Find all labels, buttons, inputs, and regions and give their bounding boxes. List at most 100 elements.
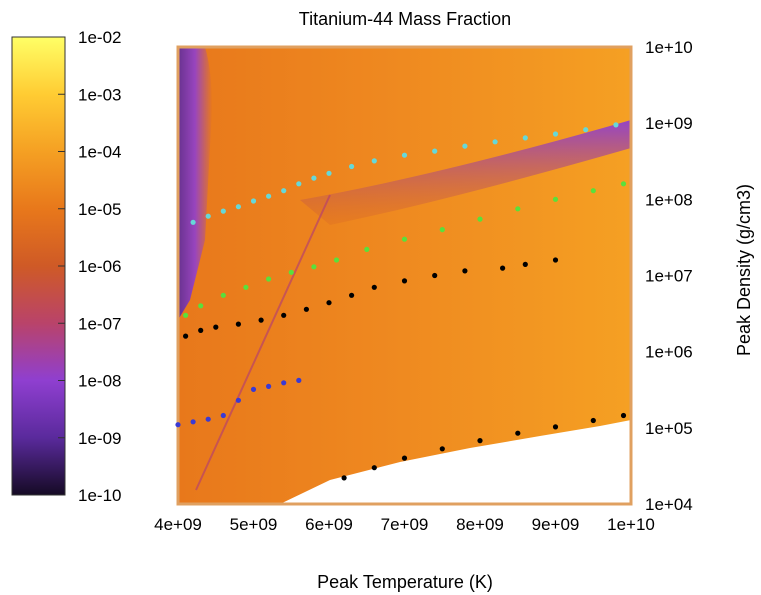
overlay-point xyxy=(303,306,309,312)
diagonal-ridge xyxy=(195,194,331,491)
x-tick-label: 1e+10 xyxy=(607,515,655,534)
colorbar-tick-label: 1e-08 xyxy=(78,372,121,391)
overlay-point xyxy=(515,206,521,212)
overlay-point xyxy=(439,227,445,233)
x-tick-label: 5e+09 xyxy=(230,515,278,534)
overlay-point xyxy=(620,412,627,419)
overlay-point xyxy=(288,269,294,275)
overlay-point xyxy=(266,383,272,389)
overlay-point xyxy=(583,127,589,133)
overlay-point xyxy=(371,158,377,164)
colorbar-tick-label: 1e-03 xyxy=(78,85,121,104)
overlay-point xyxy=(296,377,302,383)
colorbar: 1e-02 1e-03 1e-04 1e-05 1e-06 1e-07 1e-08 1e-09… xyxy=(11,28,121,505)
overlay-point xyxy=(220,208,226,214)
colorbar-tick-label: 1e-06 xyxy=(78,257,121,276)
chart-title: Titanium-44 Mass Fraction xyxy=(299,9,511,29)
overlay-point xyxy=(462,268,468,274)
overlay-point xyxy=(183,333,189,339)
overlay-point xyxy=(243,284,249,290)
x-tick-label: 4e+09 xyxy=(154,515,202,534)
x-tick-label: 6e+09 xyxy=(305,515,353,534)
colorbar-ticks: 1e-02 1e-03 1e-04 1e-05 1e-06 1e-07 1e-08 1e-09… xyxy=(58,28,121,505)
overlay-point xyxy=(401,152,408,158)
overlay-point xyxy=(258,317,264,323)
overlay-point xyxy=(401,278,408,284)
overlay-points xyxy=(175,122,627,481)
overlay-point xyxy=(462,143,468,149)
x-tick-label: 9e+09 xyxy=(532,515,580,534)
y-tick-label: 1e+10 xyxy=(645,38,693,57)
overlay-point xyxy=(235,397,241,403)
overlay-point xyxy=(349,163,355,170)
overlay-point xyxy=(198,303,204,309)
colorbar-tick-label: 1e-05 xyxy=(78,200,121,219)
overlay-point xyxy=(266,193,272,199)
colorbar-tick-label: 1e-10 xyxy=(78,486,121,505)
plot-frame xyxy=(176,45,633,506)
low-abundance-band-diagonal xyxy=(300,120,631,225)
overlay-point xyxy=(281,312,287,318)
y-axis-ticks: 1e+04 1e+05 1e+06 1e+07 1e+08 1e+09 1e+10 xyxy=(645,38,693,514)
overlay-point xyxy=(522,135,528,141)
overlay-point xyxy=(220,292,226,298)
overlay-point xyxy=(515,430,521,436)
overlay-point xyxy=(190,419,196,425)
overlay-point xyxy=(190,219,196,225)
overlay-point xyxy=(296,181,302,187)
overlay-point xyxy=(235,321,241,327)
y-axis-label: Peak Density (g/cm3) xyxy=(734,184,754,356)
overlay-point xyxy=(250,386,257,392)
overlay-point xyxy=(183,312,189,318)
overlay-point xyxy=(552,257,559,263)
overlay-point xyxy=(477,438,483,444)
overlay-point xyxy=(477,216,483,222)
overlay-point xyxy=(432,148,438,154)
overlay-point xyxy=(311,264,317,270)
overlay-point xyxy=(500,265,506,271)
colorbar-tick-label: 1e-04 xyxy=(78,143,121,162)
overlay-point xyxy=(349,292,355,298)
overlay-point xyxy=(439,446,445,452)
overlay-point xyxy=(281,188,287,194)
overlay-point xyxy=(620,181,627,187)
overlay-point xyxy=(326,170,332,176)
overlay-point xyxy=(401,236,408,242)
overlay-point xyxy=(552,424,559,430)
x-tick-label: 7e+09 xyxy=(381,515,429,534)
overlay-point xyxy=(432,272,438,279)
overlay-point xyxy=(266,276,272,282)
overlay-point xyxy=(205,213,211,219)
overlay-point xyxy=(341,475,347,481)
overlay-point xyxy=(364,246,370,252)
overlay-point xyxy=(250,198,257,204)
overlay-point xyxy=(235,204,241,210)
colorbar-tick-label: 1e-07 xyxy=(78,314,121,333)
heatmap xyxy=(176,45,633,506)
y-tick-label: 1e+05 xyxy=(645,419,693,438)
y-tick-label: 1e+09 xyxy=(645,114,693,133)
overlay-point xyxy=(281,380,287,386)
overlay-point xyxy=(175,422,181,428)
overlay-point xyxy=(198,327,204,333)
overlay-point xyxy=(333,257,340,263)
overlay-point xyxy=(220,412,226,419)
colorbar-tick-label: 1e-02 xyxy=(78,28,121,47)
overlay-point xyxy=(371,465,377,471)
y-tick-label: 1e+04 xyxy=(645,495,693,514)
overlay-point xyxy=(613,122,619,128)
overlay-point xyxy=(311,175,317,181)
overlay-point xyxy=(326,300,332,306)
overlay-point xyxy=(590,417,596,424)
overlay-point xyxy=(552,196,559,202)
x-axis-ticks: 4e+09 5e+09 6e+09 7e+09 8e+09 9e+09 1e+10 xyxy=(154,515,655,534)
colorbar-tick-label: 1e-09 xyxy=(78,429,121,448)
overlay-point xyxy=(401,455,408,461)
overlay-point xyxy=(213,324,219,330)
overlay-point xyxy=(590,188,596,194)
overlay-point xyxy=(492,139,498,145)
overlay-point xyxy=(205,416,211,422)
overlay-point xyxy=(522,261,528,267)
x-axis-label: Peak Temperature (K) xyxy=(317,572,493,592)
